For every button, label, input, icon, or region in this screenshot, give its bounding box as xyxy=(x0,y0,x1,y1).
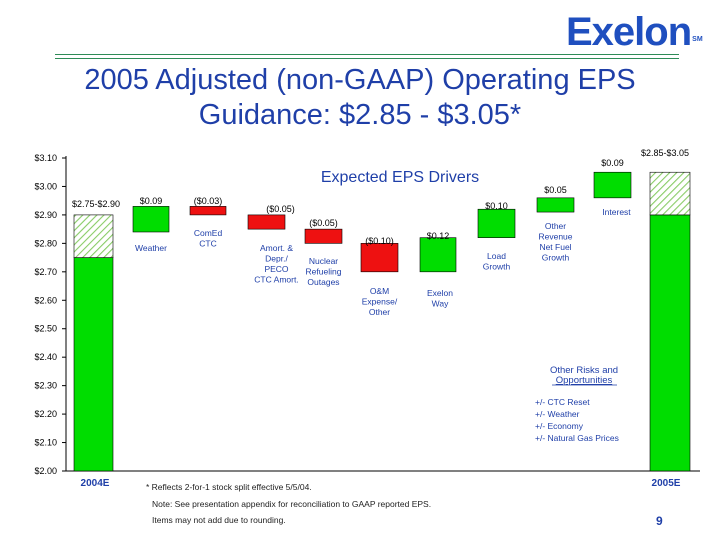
y-tick-label: $2.90 xyxy=(34,210,57,220)
bar-increase xyxy=(477,208,516,238)
y-tick-label: $2.10 xyxy=(34,438,57,448)
bar-category-label: ComEd CTC xyxy=(194,228,223,249)
y-tick-label: $2.20 xyxy=(34,409,57,419)
bar-value-label: $2.85-$3.05 xyxy=(641,148,689,158)
y-tick-label: $2.40 xyxy=(34,352,57,362)
footnote-appendix: Note: See presentation appendix for reco… xyxy=(152,499,432,509)
bar-category-label-line: O&M xyxy=(370,286,389,296)
page-title: 2005 Adjusted (non-GAAP) Operating EPS G… xyxy=(0,63,720,133)
bar-category-label-line: Outages xyxy=(307,277,339,287)
bar-category-label-line: Net Fuel xyxy=(539,242,571,252)
bar-category-label: Load Growth xyxy=(483,251,511,272)
bar-category-label: O&M Expense/Other xyxy=(362,286,398,317)
bar-value-label: $0.12 xyxy=(427,231,450,241)
y-tick-label: $2.80 xyxy=(34,238,57,248)
page-number: 9 xyxy=(656,514,663,528)
bar-value-label: ($0.05) xyxy=(266,204,295,214)
bar-category-label-line: Growth xyxy=(483,262,511,272)
bar-category-label: Exelon Way xyxy=(427,288,453,309)
bar-value-label: $0.09 xyxy=(601,158,624,168)
y-tick-label: $2.60 xyxy=(34,295,57,305)
bar-category-label-line: Depr./ xyxy=(265,254,288,264)
bar-value-label: $2.75-$2.90 xyxy=(72,199,120,209)
bar-category-label-line: Growth xyxy=(542,253,570,263)
bar-total-range xyxy=(73,214,114,258)
bar-decrease xyxy=(247,214,286,230)
page-title-line2: Guidance: $2.85 - $3.05* xyxy=(198,99,522,131)
bar-value-label: ($0.03) xyxy=(194,196,223,206)
bar-decrease xyxy=(304,228,343,244)
y-tick-label: $3.00 xyxy=(34,181,57,191)
bar-value-label: $0.09 xyxy=(140,196,163,206)
bar-category-label-line: Other xyxy=(369,307,390,317)
bar-category-label: Interest xyxy=(602,207,631,217)
bar-category-label-line: CTC xyxy=(199,239,216,249)
bar-category-label: Amort. & Depr./PECO CTC Amort. xyxy=(254,243,298,285)
bar-category-label-line: Refueling xyxy=(306,267,342,277)
bar-category-label: 2004E xyxy=(81,478,110,489)
bar-value-label: ($0.10) xyxy=(365,236,394,246)
bar-category-label-line: PECO xyxy=(264,264,288,274)
bar-category-label-line: Way xyxy=(432,299,449,309)
bar-category-label-line: Exelon xyxy=(427,288,453,298)
risk-item: +/- Economy xyxy=(535,421,584,431)
header-rule-top xyxy=(55,54,679,55)
exelon-logo: ExelonSM xyxy=(566,10,703,55)
bar-category-label-line: Nuclear xyxy=(309,256,338,266)
bar-category-label-line: Amort. & xyxy=(260,243,293,253)
bar-increase xyxy=(536,197,575,213)
risk-item: +/- Weather xyxy=(535,409,580,419)
risk-item: +/- Natural Gas Prices xyxy=(535,433,619,443)
y-tick-label: $2.70 xyxy=(34,267,57,277)
bar-value-label: ($0.05) xyxy=(309,218,338,228)
logo-trademark: SM xyxy=(692,36,703,43)
bar-value-label: $0.10 xyxy=(485,201,508,211)
bar-category-label: Weather xyxy=(135,243,167,253)
bar-category-label-line: Expense/ xyxy=(362,297,398,307)
bar-total-range xyxy=(649,171,691,216)
y-tick-label: $3.10 xyxy=(34,153,57,163)
bar-category-label-line: Other xyxy=(545,221,566,231)
bar-total-base xyxy=(73,257,114,472)
y-tick-label: $2.00 xyxy=(34,466,57,476)
risks-title-line1: Other Risks and xyxy=(550,365,618,376)
bar-category-label: Other Revenue Net Fuel Growth xyxy=(538,221,572,263)
bar-category-label-line: Revenue xyxy=(538,232,572,242)
chart-title: Expected EPS Drivers xyxy=(321,169,479,186)
bar-decrease xyxy=(189,206,227,216)
bar-category-label-line: CTC Amort. xyxy=(254,275,298,285)
bar-decrease xyxy=(360,243,399,273)
bar-category-label-line: Weather xyxy=(135,243,167,253)
bar-increase xyxy=(132,206,170,233)
bar-value-label: $0.05 xyxy=(544,185,567,195)
bar-category-label-line: ComEd xyxy=(194,228,223,238)
header-rule-bottom xyxy=(55,58,679,59)
bar-category-label: 2005E xyxy=(652,478,681,489)
bar-increase xyxy=(419,237,457,273)
risk-item: +/- CTC Reset xyxy=(535,397,590,407)
footnote-rounding: Items may not add due to rounding. xyxy=(152,515,286,525)
bar-category-label-line: Load xyxy=(487,251,506,261)
page-title-line1: 2005 Adjusted (non-GAAP) Operating EPS xyxy=(84,64,636,96)
bar-category-label-line: Interest xyxy=(602,207,631,217)
risks-title-line2: Opportunities xyxy=(556,375,613,386)
y-tick-label: $2.50 xyxy=(34,324,57,334)
bar-total-base xyxy=(649,214,691,472)
footnote-split: * Reflects 2-for-1 stock split effective… xyxy=(146,482,312,492)
logo-text: Exelon xyxy=(566,10,692,54)
y-tick-label: $2.30 xyxy=(34,381,57,391)
bar-category-label: Nuclear Refueling Outages xyxy=(306,256,342,287)
bar-increase xyxy=(593,171,632,199)
